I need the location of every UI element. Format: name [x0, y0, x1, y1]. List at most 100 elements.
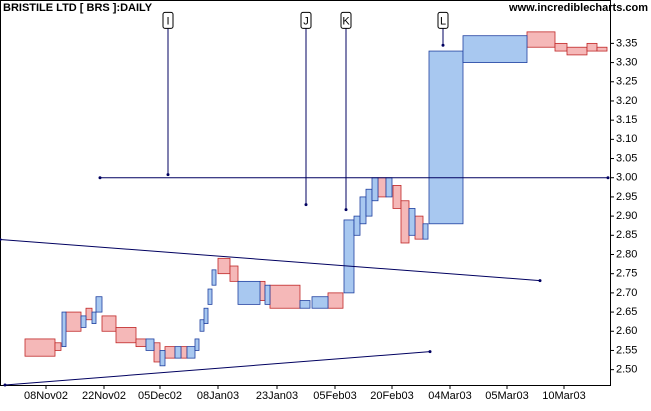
y-tick-label: 2.75	[616, 268, 637, 280]
y-tick-label: 2.90	[616, 210, 637, 222]
price-box	[95, 296, 103, 313]
source: www.incrediblecharts.com	[508, 2, 648, 14]
annotation-end	[304, 203, 308, 207]
price-box	[199, 319, 205, 332]
x-tick-label: 23Jan03	[256, 390, 298, 402]
price-box	[135, 338, 147, 348]
price-box	[526, 31, 556, 48]
y-tick-label: 3.05	[616, 152, 637, 164]
trendline-end	[428, 350, 432, 354]
y-tick-label: 3.25	[616, 76, 637, 88]
price-box	[343, 219, 355, 294]
price-box	[164, 346, 176, 359]
annotation-box	[300, 11, 312, 29]
y-tick-label: 3.35	[616, 37, 637, 49]
price-box	[311, 296, 329, 309]
y-tick-label: 2.55	[616, 344, 637, 356]
trendline	[4, 351, 431, 386]
annotation-label: I	[166, 15, 169, 27]
price-box	[115, 327, 137, 344]
annotation-box	[437, 11, 449, 29]
price-box	[24, 338, 56, 357]
price-box	[365, 188, 373, 217]
y-tick-label: 3.00	[616, 172, 637, 184]
price-box	[554, 42, 568, 52]
y-tick-label: 2.80	[616, 248, 637, 260]
y-tick-label: 2.50	[616, 364, 637, 376]
price-box	[159, 350, 166, 367]
annotation-end	[441, 43, 445, 47]
price-box	[91, 311, 97, 324]
price-box	[596, 46, 608, 52]
price-box	[217, 257, 231, 275]
y-tick-label: 3.15	[616, 114, 637, 126]
price-box	[327, 292, 344, 309]
y-tick-label: 3.10	[616, 133, 637, 145]
price-box	[566, 46, 588, 56]
x-tick-label: 05Dec02	[138, 390, 182, 402]
price-box	[186, 346, 196, 359]
annotation-end	[166, 173, 170, 177]
x-tick-label: 04Mar03	[428, 390, 471, 402]
annotation-box	[340, 11, 352, 29]
price-box	[586, 42, 598, 52]
x-tick-label: 20Feb03	[370, 390, 413, 402]
x-tick-label: 22Nov02	[82, 390, 126, 402]
y-tick-label: 2.85	[616, 229, 637, 241]
annotation-end	[344, 208, 348, 212]
annotation-label: J	[303, 15, 309, 27]
x-tick-label: 05Feb03	[313, 390, 356, 402]
chart-title: BRISTILE LTD [ BRS ]:DAILY	[3, 2, 153, 14]
price-box	[392, 185, 402, 209]
x-tick-label: 10Mar03	[542, 390, 585, 402]
price-box	[61, 311, 67, 348]
annotation-box	[162, 11, 174, 29]
x-tick-label: 08Jan03	[197, 390, 239, 402]
price-box	[203, 307, 209, 324]
price-box	[408, 208, 416, 236]
price-box	[180, 346, 188, 359]
price-box	[299, 300, 311, 309]
y-tick-label: 2.70	[616, 287, 637, 299]
price-box	[371, 177, 379, 202]
price-box	[211, 269, 217, 286]
price-box	[377, 177, 387, 198]
price-box	[101, 315, 117, 332]
price-box	[264, 284, 271, 305]
price-box	[400, 200, 410, 244]
price-box	[229, 265, 239, 282]
price-box	[259, 280, 266, 301]
trendline-end	[0, 238, 2, 242]
annotation-label: K	[342, 15, 350, 27]
trendline-end	[606, 176, 610, 180]
price-box	[85, 307, 93, 321]
price-box	[153, 342, 161, 363]
price-box	[145, 338, 155, 351]
price-box	[385, 177, 393, 198]
y-tick-label: 2.95	[616, 191, 637, 203]
x-tick-label: 05Mar03	[485, 390, 528, 402]
trendline-end	[98, 176, 102, 180]
price-box	[269, 284, 301, 309]
annotation-label: L	[440, 15, 446, 27]
price-box	[353, 215, 361, 236]
price-box	[174, 346, 182, 359]
trendline-end	[538, 279, 542, 283]
y-tick-label: 3.30	[616, 56, 637, 68]
price-box	[237, 280, 261, 305]
price-box	[207, 288, 213, 305]
y-tick-label: 2.60	[616, 325, 637, 337]
price-box	[428, 50, 464, 225]
price-box	[359, 196, 367, 225]
y-tick-label: 3.20	[616, 95, 637, 107]
x-tick-label: 08Nov02	[24, 390, 68, 402]
trendline-end	[3, 383, 7, 387]
price-box	[80, 315, 87, 328]
price-box	[65, 311, 82, 332]
price-box	[54, 342, 62, 351]
trendline	[0, 239, 541, 282]
price-box	[462, 35, 528, 63]
price-box	[414, 215, 424, 240]
price-box	[422, 223, 429, 240]
